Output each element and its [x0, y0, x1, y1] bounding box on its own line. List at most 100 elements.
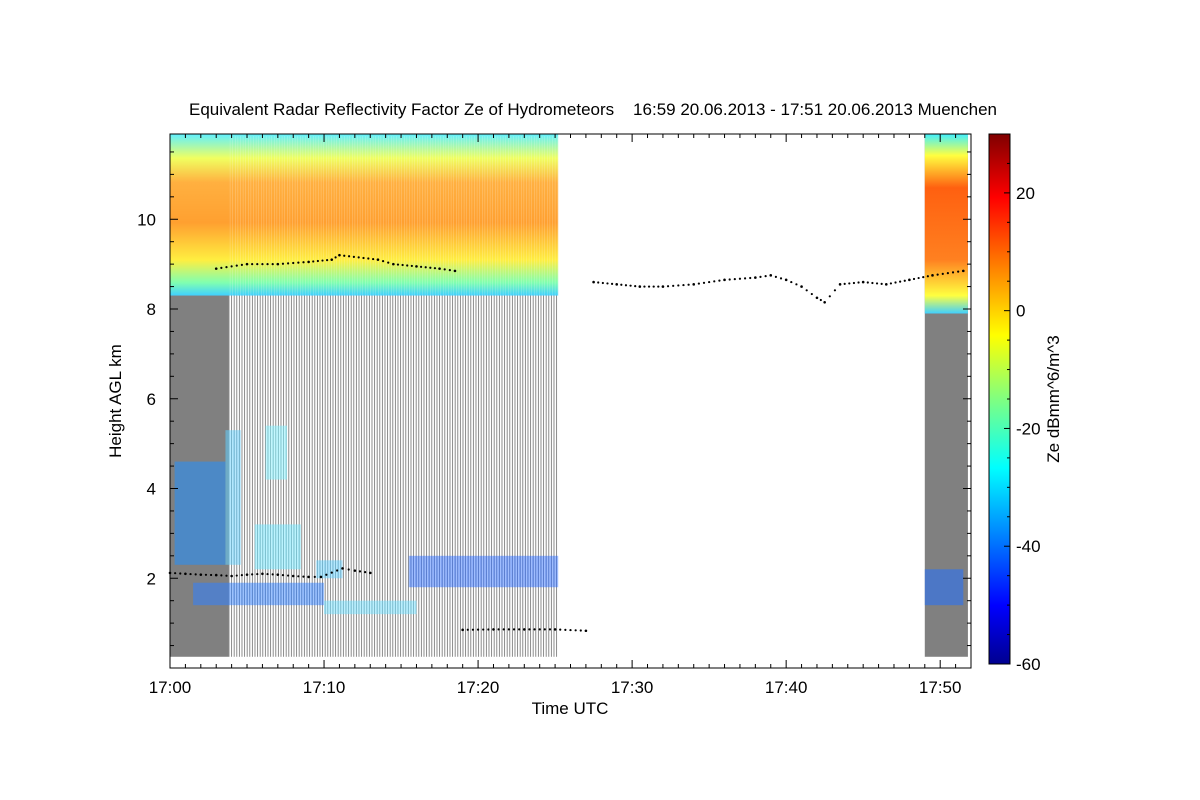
no-signal-stripe: [324, 136, 326, 657]
no-signal-stripe: [283, 136, 285, 657]
stripe-gap: [229, 136, 231, 657]
data-point: [823, 300, 826, 304]
data-point: [819, 298, 822, 302]
data-point: [401, 263, 404, 267]
no-signal-stripe: [428, 136, 430, 657]
data-point: [828, 295, 831, 298]
data-point: [220, 574, 223, 577]
data-point: [579, 629, 582, 632]
no-signal-stripe: [379, 136, 381, 657]
data-point: [749, 276, 752, 280]
data-point: [718, 279, 721, 282]
stripe-gap: [409, 136, 410, 657]
colorbar-tick-label: 20: [1016, 184, 1035, 203]
data-point: [615, 283, 619, 286]
no-signal-stripe: [316, 136, 318, 657]
data-point: [852, 281, 856, 285]
stripe-gap: [445, 136, 447, 657]
data-point: [392, 262, 395, 266]
no-signal-stripe: [446, 136, 448, 657]
stripe-gap: [484, 136, 486, 657]
stripe-gap: [253, 136, 254, 657]
stripe-gap: [440, 136, 441, 657]
data-point: [410, 264, 413, 268]
stripe-gap: [466, 136, 467, 657]
data-point: [687, 283, 690, 286]
no-signal-stripe: [524, 136, 526, 657]
data-point: [376, 258, 380, 261]
stripe-gap: [393, 136, 395, 657]
data-point: [838, 283, 842, 286]
reflectivity-patch: [316, 560, 343, 579]
data-point: [381, 260, 385, 263]
stripe-gap: [320, 136, 322, 657]
data-point: [453, 269, 457, 273]
stripe-gap: [497, 136, 499, 657]
no-signal-stripe: [413, 136, 415, 657]
data-point: [214, 267, 218, 270]
stripe-gap: [318, 136, 319, 657]
data-point: [624, 284, 628, 287]
stripe-gap: [448, 136, 449, 657]
data-point: [574, 629, 577, 632]
no-signal-stripe: [465, 136, 467, 657]
no-signal-stripe: [517, 136, 519, 657]
data-point: [629, 284, 632, 287]
stripe-gap: [310, 136, 311, 657]
no-signal-stripe: [280, 136, 282, 657]
data-point: [347, 568, 350, 571]
stripe-gap: [411, 136, 413, 657]
no-signal-stripe: [381, 136, 383, 657]
no-signal-stripe: [423, 136, 425, 657]
data-point: [754, 276, 757, 279]
data-point: [406, 264, 409, 267]
data-point: [908, 278, 911, 282]
data-point: [256, 572, 259, 576]
data-point: [492, 628, 495, 631]
stripe-gap: [534, 136, 535, 657]
stripe-gap: [531, 136, 532, 657]
stripe-gap: [328, 136, 330, 657]
data-point: [319, 575, 323, 579]
stripe-gap: [380, 136, 382, 657]
stripe-gap: [370, 136, 371, 657]
no-signal-stripe: [272, 136, 274, 657]
no-signal-stripe: [264, 136, 266, 657]
stripe-gap: [341, 136, 343, 657]
stripe-gap: [336, 136, 337, 657]
data-point: [448, 269, 451, 272]
no-signal-stripe: [485, 136, 487, 657]
data-point: [848, 282, 851, 285]
data-point: [330, 258, 334, 261]
data-point: [951, 271, 955, 274]
stripe-gap: [391, 136, 392, 657]
data-point: [743, 277, 747, 280]
data-point: [643, 285, 646, 288]
data-point: [875, 282, 879, 285]
no-signal-stripe: [550, 136, 552, 657]
stripe-gap: [352, 136, 353, 657]
series-1: [214, 253, 965, 304]
no-signal-stripe: [337, 136, 339, 657]
no-signal-stripe: [514, 136, 516, 657]
stripe-gap: [495, 136, 496, 657]
reflectivity-patch: [225, 430, 241, 565]
no-signal-stripe: [355, 136, 357, 657]
no-signal-stripe: [433, 136, 435, 657]
stripe-gap: [427, 136, 428, 657]
data-point: [261, 263, 264, 266]
reflectivity-patch: [408, 555, 559, 588]
no-signal-stripe: [410, 136, 412, 657]
data-point: [657, 285, 660, 288]
stripe-gap: [339, 136, 340, 657]
x-tick-label: 17:20: [457, 678, 500, 697]
x-tick-label: 17:10: [303, 678, 346, 697]
no-signal-stripe: [449, 136, 451, 657]
no-signal-stripe: [311, 136, 313, 657]
data-point: [184, 572, 187, 576]
data-point: [843, 282, 846, 285]
x-axis: 17:00 17:10 17:20 17:30 17:40 17:50: [149, 134, 972, 697]
stripe-gap: [476, 136, 478, 657]
stripe-gap: [305, 136, 306, 657]
data-point: [245, 262, 249, 266]
